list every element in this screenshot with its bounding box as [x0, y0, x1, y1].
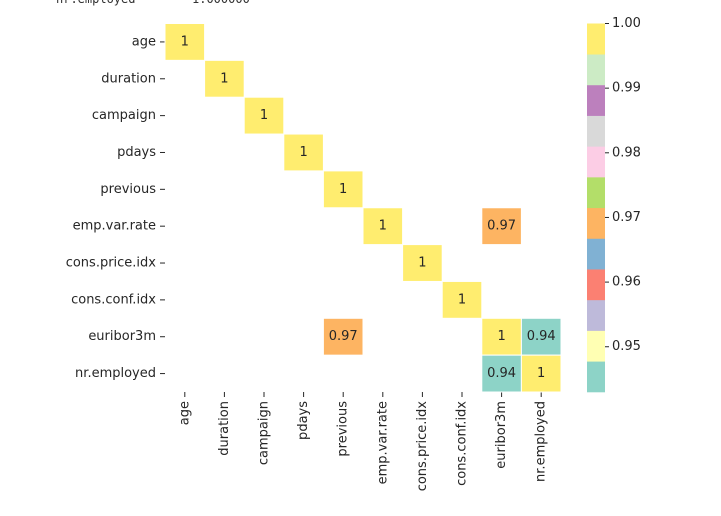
x-tick-label: pdays [296, 401, 311, 440]
x-tick-label: emp.var.rate [375, 401, 390, 484]
colorbar-tick-label: 0.99 [612, 81, 641, 96]
colorbar-segment [587, 299, 605, 331]
colorbar-segment [587, 115, 605, 147]
y-tick-label: cons.price.idx [66, 256, 157, 271]
heatmap-cell [164, 23, 206, 61]
cell-label: 1 [181, 34, 189, 49]
heatmap-cell [520, 354, 562, 393]
colorbar-segment [587, 330, 605, 362]
colorbar-segment [587, 54, 605, 86]
x-tick-label: previous [336, 401, 351, 457]
heatmap-cell [243, 96, 285, 135]
cell-label: 0.94 [487, 366, 516, 381]
heatmap-cell [362, 207, 404, 246]
cell-label: 1 [339, 182, 347, 197]
y-tick-label: age [132, 34, 156, 49]
cell-label: 1 [379, 219, 387, 234]
cell-label: 1 [458, 292, 466, 307]
cell-label: 1 [497, 329, 505, 344]
y-tick-label: pdays [117, 145, 156, 160]
cell-label: 0.97 [329, 329, 358, 344]
cell-label: 1 [418, 256, 426, 271]
colorbar-tick-label: 0.95 [612, 339, 641, 354]
colorbar-tick-label: 0.96 [612, 275, 641, 290]
y-tick-label: euribor3m [88, 329, 156, 344]
colorbar-tick-label: 0.98 [612, 145, 641, 160]
heatmap-cell [520, 317, 562, 356]
cell-label: 1 [220, 71, 228, 86]
colorbar-segment [587, 238, 605, 270]
colorbar-segment [587, 361, 605, 393]
x-tick-label: cons.price.idx [415, 401, 430, 492]
colorbar-segment [587, 207, 605, 239]
colorbar-segment [587, 146, 605, 178]
x-tick-label: euribor3m [494, 401, 509, 469]
y-tick-label: previous [100, 182, 156, 197]
x-tick-label: duration [217, 401, 232, 456]
heatmap-cell [481, 354, 522, 393]
y-tick-label: emp.var.rate [73, 219, 156, 234]
colorbar-segment [587, 177, 605, 209]
colorbar-tick-label: 1.00 [612, 16, 641, 31]
cell-label: 0.94 [527, 329, 556, 344]
heatmap-cell [204, 59, 245, 98]
cell-label: 1 [299, 145, 307, 160]
y-tick-label: campaign [92, 108, 156, 123]
x-tick-label: campaign [257, 401, 272, 465]
cell-label: 1 [260, 108, 268, 123]
heatmap-cell [481, 207, 522, 246]
x-tick-label: nr.employed [534, 401, 549, 482]
colorbar-tick-label: 0.97 [612, 210, 641, 225]
y-tick-label: duration [101, 71, 156, 86]
console-value: 1.000000 [192, 0, 250, 6]
x-tick-label: cons.conf.idx [455, 401, 470, 486]
console-label: nr.employed [56, 0, 135, 6]
cell-label: 0.97 [487, 219, 516, 234]
colorbar-segment [587, 23, 605, 55]
heatmap-cell [402, 244, 443, 282]
heatmap-cell [322, 170, 364, 209]
y-tick-label: cons.conf.idx [71, 292, 156, 307]
heatmap-cell [322, 317, 364, 356]
x-tick-label: age [177, 401, 192, 425]
colorbar-segment [587, 84, 605, 116]
heatmap-cell [283, 133, 324, 172]
colorbar-segment [587, 269, 605, 301]
heatmap-cell [441, 280, 483, 319]
y-tick-label: nr.employed [75, 366, 156, 381]
cell-label: 1 [537, 366, 545, 381]
heatmap-cell [481, 317, 522, 356]
